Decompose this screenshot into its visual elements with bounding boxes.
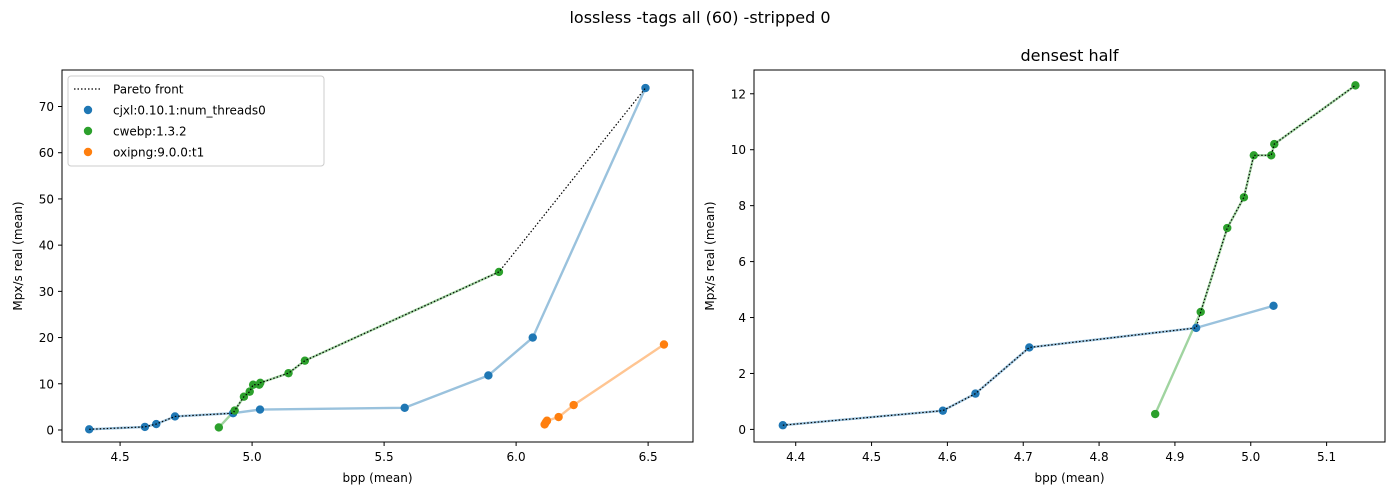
data-point-cjxl [528,333,537,342]
legend-swatch-oxipng [83,147,93,157]
x-tick-label: 4.6 [938,450,957,464]
axes-frame [753,69,1386,443]
data-point-cwebp [1223,223,1232,233]
series-line-oxipng [543,343,665,426]
y-tick-label: 40 [39,239,54,253]
y-tick-label: 10 [39,377,54,391]
x-tick-label: 4.8 [1090,450,1109,464]
y-tick-label: 20 [39,331,54,345]
data-point-cwebp [245,387,254,396]
y-tick-label: 8 [738,199,746,213]
y-tick-label: 70 [39,100,54,114]
y-tick-label: 10 [731,143,746,157]
data-point-cwebp [1239,193,1249,202]
axes-frame [61,69,694,443]
subplot-title: densest half [1020,46,1118,65]
legend-label-oxipng: oxipng:9.0.0:t1 [113,146,204,160]
x-tick-label: 4.9 [1165,450,1184,464]
y-tick-label: 2 [738,367,746,381]
data-point-cwebp [1351,81,1360,90]
pareto-front-line [89,87,646,430]
data-point-oxipng [659,340,669,349]
x-tick-label: 5.0 [1241,450,1260,464]
series-line-cwebp [217,270,500,429]
y-tick-label: 0 [738,423,746,437]
y-axis-label: Mpx/s real (mean) [11,201,25,310]
data-point-cjxl [1269,301,1278,310]
x-tick-label: 4.7 [1014,450,1033,464]
y-tick-label: 12 [731,87,746,101]
y-tick-label: 4 [738,311,746,325]
data-point-oxipng [569,400,578,410]
y-tick-label: 60 [39,146,54,160]
data-point-cjxl [400,403,409,413]
plot-densest-half: densest half 4.4 4.5 4.6 4.7 4.8 4.9 5.0 5.1 0 2 4 6… [703,46,1386,485]
data-point-cjxl [484,371,493,380]
x-tick-label: 4.5 [862,450,881,464]
data-point-cjxl [1191,323,1201,333]
data-point-cjxl [140,422,150,432]
data-point-cwebp [248,380,258,389]
x-tick-label: 6.5 [639,450,658,464]
data-point-cwebp [214,423,224,432]
legend: Pareto front cjxl:0.10.1:num_threads0cweb… [67,75,325,167]
data-point-cjxl [938,406,948,415]
data-point-cwebp [300,356,310,365]
data-point-cwebp [1267,151,1276,160]
x-tick-label: 6.0 [507,450,526,464]
x-axis-label: bpp (mean) [342,471,412,485]
data-point-cjxl [255,405,265,414]
legend-box [67,75,325,167]
x-tick-label: 4.5 [111,450,130,464]
y-axis-label: Mpx/s real (mean) [703,201,717,310]
y-tick-label: 30 [39,285,54,299]
x-tick-label: 4.4 [786,450,805,464]
data-point-cjxl [641,83,650,93]
data-point-cwebp [1249,151,1258,160]
y-tick-label: 6 [738,255,746,269]
x-tick-label: 5.5 [375,450,394,464]
series-line-cjxl [782,304,1274,427]
data-point-oxipng [542,416,552,425]
figure-suptitle: lossless -tags all (60) -stripped 0 [569,8,830,27]
legend-swatch-cwebp [83,126,93,136]
pareto-front-line [782,84,1356,426]
plot-left: 4.5 5.0 5.5 6.0 6.5 0 10 20 30 40 50 60 70 bpp (mean)… [11,69,694,485]
series-line-cwebp [1154,84,1357,415]
x-tick-label: 5.0 [243,450,262,464]
y-tick-label: 50 [39,192,54,206]
legend-label-cwebp: cwebp:1.3.2 [113,125,187,139]
legend-swatch-cjxl [83,105,93,115]
x-tick-label: 5.1 [1317,450,1336,464]
data-point-cjxl [1025,343,1034,352]
data-point-cwebp [494,267,504,277]
data-point-cwebp [284,368,293,378]
data-point-cwebp [1151,409,1160,419]
x-axis-label: bpp (mean) [1034,471,1104,485]
legend-pareto-label: Pareto front [113,83,184,97]
data-point-oxipng [554,412,563,422]
y-tick-label: 0 [46,423,54,437]
series-line-cjxl [89,87,647,431]
legend-label-cjxl: cjxl:0.10.1:num_threads0 [113,104,266,118]
